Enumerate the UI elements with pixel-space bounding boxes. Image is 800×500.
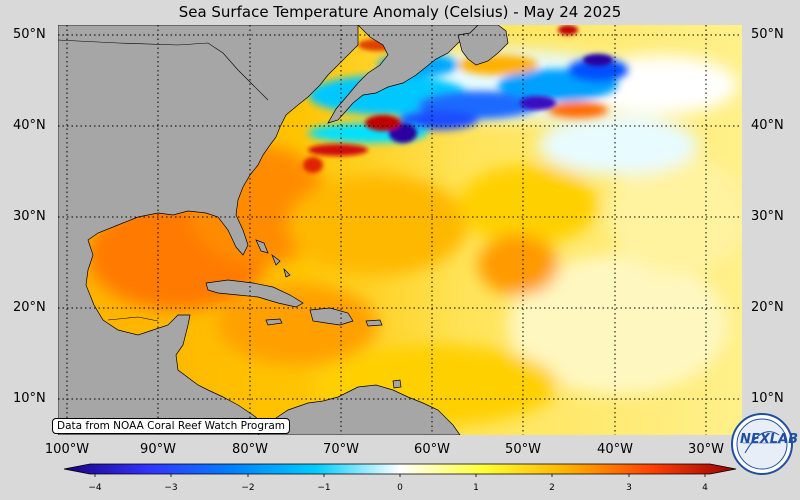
map-canvas: [58, 25, 742, 435]
lat-label-40-right: 40°N: [751, 118, 784, 133]
north-america: [58, 25, 359, 435]
sst-anomaly-map: [58, 25, 742, 435]
colorbar-tick: −4: [88, 483, 102, 493]
colorbar: [63, 463, 737, 477]
colorbar-tick: 2: [549, 483, 555, 493]
data-credit: Data from NOAA Coral Reef Watch Program: [52, 418, 290, 434]
lon-label-90w: 90°W: [140, 442, 176, 457]
colorbar-tick: 4: [702, 483, 708, 493]
lat-label-50-right: 50°N: [751, 27, 784, 42]
colorbar-tick: −3: [164, 483, 178, 493]
lon-label-50w: 50°W: [505, 442, 541, 457]
map-title: Sea Surface Temperature Anomaly (Celsius…: [178, 3, 622, 21]
colorbar-tick: −1: [317, 483, 331, 493]
bahamas: [255, 239, 291, 278]
hispaniola: [309, 307, 354, 326]
lon-label-70w: 70°W: [323, 442, 359, 457]
lon-label-80w: 80°W: [232, 442, 268, 457]
nexlab-logo-icon: [731, 413, 793, 475]
logo-text: NEXLAB: [740, 432, 799, 447]
lat-label-40-left: 40°N: [13, 118, 46, 133]
lat-label-10-right: 10°N: [751, 391, 784, 406]
colorbar-tick: 1: [473, 483, 479, 493]
land-masses: [58, 25, 509, 435]
jamaica: [265, 318, 283, 326]
lat-label-50-left: 50°N: [13, 27, 46, 42]
graticule: [58, 25, 742, 435]
cuba: [205, 279, 304, 308]
borders: [58, 39, 269, 322]
trinidad: [392, 379, 402, 389]
colorbar-tick: 0: [397, 483, 403, 493]
lon-label-60w: 60°W: [414, 442, 450, 457]
colorbar-tick: −2: [241, 483, 255, 493]
lat-label-20-right: 20°N: [751, 300, 784, 315]
lon-label-40w: 40°W: [597, 442, 633, 457]
canada-maritimes: [327, 25, 479, 124]
puerto-rico: [365, 319, 383, 327]
colorbar-ramp: [63, 463, 737, 475]
south-america: [257, 384, 461, 435]
lon-label-100w: 100°W: [44, 442, 90, 457]
lat-label-30-left: 30°N: [13, 209, 46, 224]
lat-label-30-right: 30°N: [751, 209, 784, 224]
lon-label-30w: 30°W: [688, 442, 724, 457]
lat-label-20-left: 20°N: [13, 300, 46, 315]
colorbar-tick: 3: [626, 483, 632, 493]
lat-label-10-left: 10°N: [13, 391, 46, 406]
